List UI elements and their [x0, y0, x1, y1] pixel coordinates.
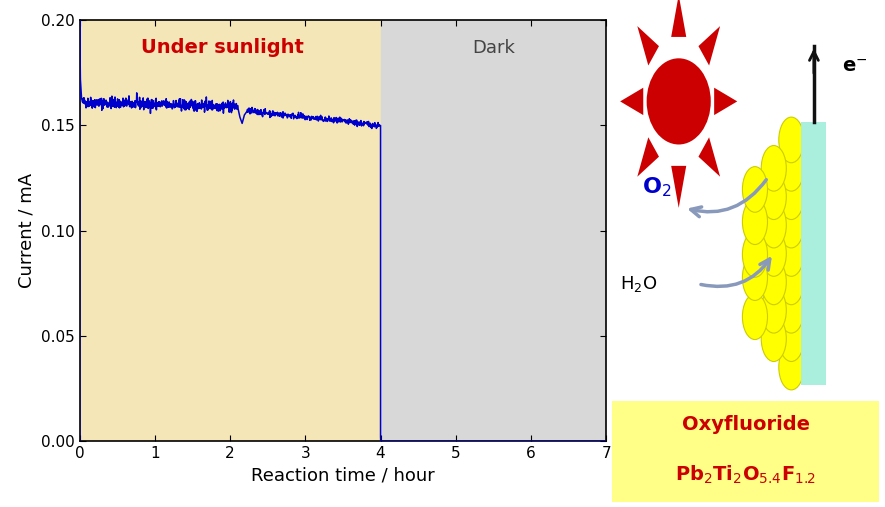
Y-axis label: Current / mA: Current / mA — [18, 173, 35, 288]
Circle shape — [779, 316, 804, 361]
Text: H$_2$O: H$_2$O — [620, 274, 658, 294]
Circle shape — [743, 167, 767, 212]
Polygon shape — [637, 26, 659, 65]
Circle shape — [743, 294, 767, 340]
Text: Pb$_2$Ti$_2$O$_{5.4}$F$_{1.2}$: Pb$_2$Ti$_2$O$_{5.4}$F$_{1.2}$ — [675, 464, 816, 486]
FancyArrowPatch shape — [691, 179, 766, 216]
FancyBboxPatch shape — [612, 401, 880, 502]
Circle shape — [779, 174, 804, 220]
Text: Under sunlight: Under sunlight — [141, 38, 304, 57]
Text: O$_2$: O$_2$ — [643, 176, 672, 199]
Polygon shape — [698, 137, 720, 176]
Text: e$^{-}$: e$^{-}$ — [842, 56, 867, 76]
Polygon shape — [671, 0, 686, 37]
Circle shape — [761, 316, 786, 361]
X-axis label: Reaction time / hour: Reaction time / hour — [251, 466, 435, 485]
Circle shape — [761, 146, 786, 191]
Circle shape — [779, 287, 804, 333]
Circle shape — [743, 199, 767, 244]
Polygon shape — [698, 26, 720, 65]
Text: Oxyfluoride: Oxyfluoride — [681, 415, 810, 434]
Bar — [381, 20, 606, 441]
Circle shape — [779, 231, 804, 276]
Circle shape — [779, 117, 804, 163]
Polygon shape — [620, 88, 643, 115]
Circle shape — [779, 146, 804, 191]
FancyArrowPatch shape — [701, 259, 770, 286]
Bar — [802, 122, 827, 385]
Circle shape — [779, 344, 804, 390]
Circle shape — [761, 202, 786, 248]
Circle shape — [761, 259, 786, 305]
Circle shape — [761, 174, 786, 220]
Text: Dark: Dark — [472, 39, 515, 57]
Circle shape — [761, 287, 786, 333]
Circle shape — [779, 259, 804, 305]
Polygon shape — [637, 137, 659, 176]
Circle shape — [761, 231, 786, 276]
Circle shape — [779, 202, 804, 248]
Bar — [80, 20, 381, 441]
Circle shape — [743, 232, 767, 277]
Polygon shape — [671, 166, 686, 208]
Circle shape — [743, 255, 767, 301]
Polygon shape — [714, 88, 737, 115]
Ellipse shape — [647, 58, 711, 144]
